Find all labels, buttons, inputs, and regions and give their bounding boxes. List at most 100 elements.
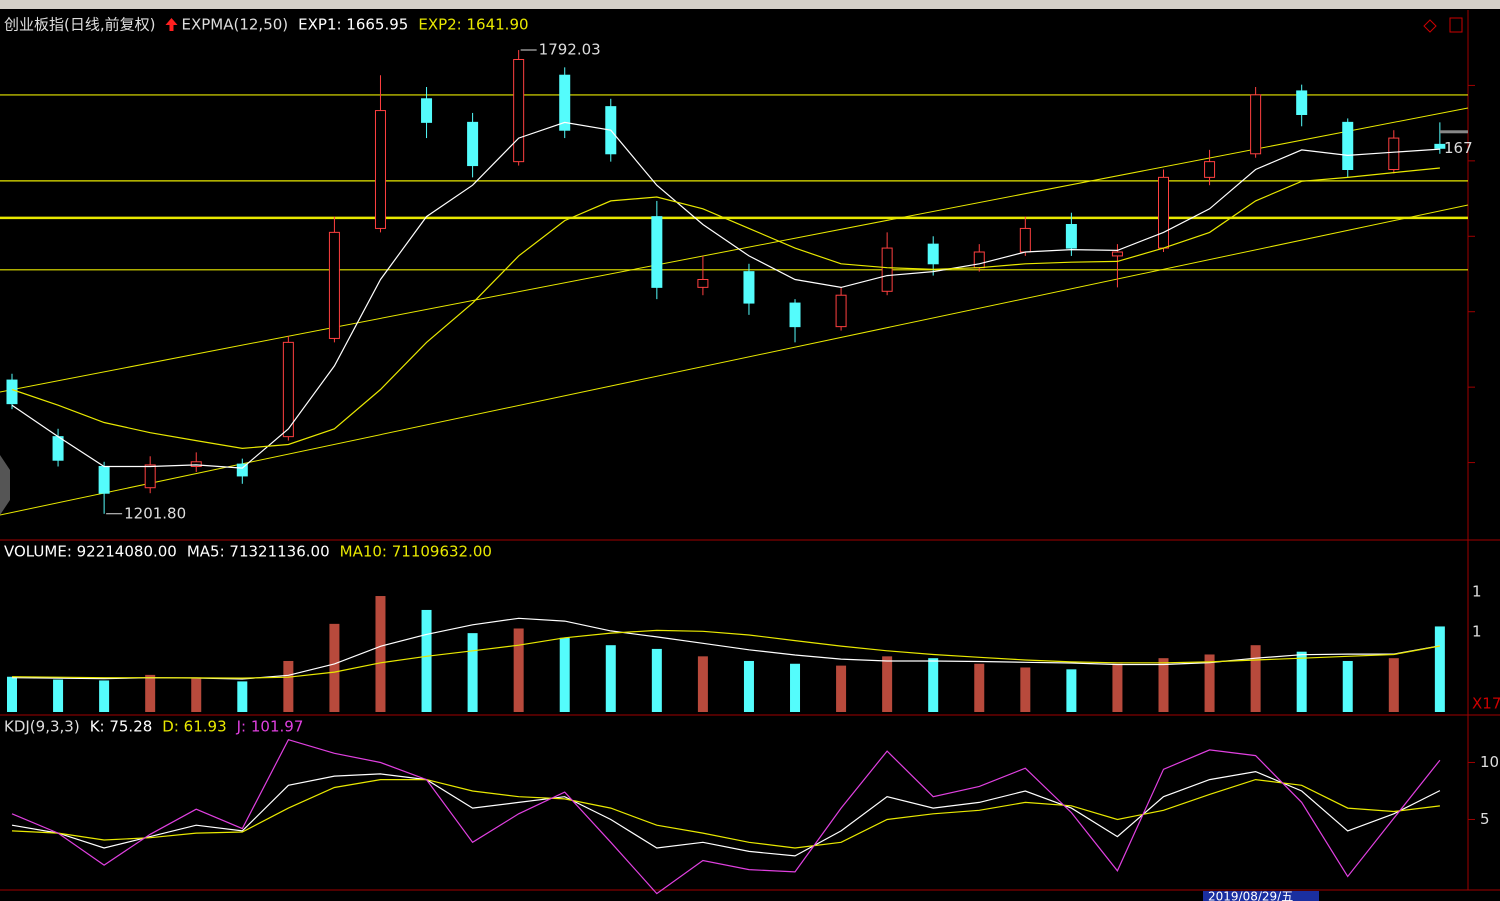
candle-body [98, 466, 110, 494]
side-tab[interactable] [0, 455, 10, 515]
volume-bar [1250, 645, 1261, 712]
candle-body [1296, 90, 1308, 116]
candle-body [190, 461, 202, 467]
indicator-line [11, 770, 1441, 857]
candle-body [1065, 224, 1077, 249]
candle-body [1019, 227, 1031, 253]
candle-body [1111, 251, 1123, 257]
candle-body [328, 231, 340, 339]
legend-entry: EXP1: 1665.95 [298, 16, 408, 34]
axis-label: 1 [1472, 623, 1482, 641]
legend-entry: D: 61.93 [162, 718, 226, 736]
candle-body [467, 121, 479, 167]
axis-label: X17 [1472, 695, 1500, 713]
volume-bar [836, 665, 847, 712]
trend-line [0, 204, 1469, 516]
legend-entry: MA5: 71321136.00 [187, 543, 330, 561]
extreme-label: 1792.03 [539, 41, 601, 59]
candle-body [1434, 143, 1446, 149]
volume-bar [53, 679, 64, 712]
volume-bar [743, 660, 754, 712]
extreme-label: 1201.80 [124, 504, 186, 522]
volume-bar [651, 648, 662, 712]
volume-bar [697, 656, 708, 712]
volume-bar [1388, 658, 1399, 712]
axis-label: 5 [1480, 810, 1490, 828]
volume-bar [191, 678, 202, 712]
panel-button[interactable] [1423, 19, 1437, 33]
candle-body [1388, 137, 1400, 170]
indicator-line [11, 629, 1441, 679]
volume-bar [790, 663, 801, 712]
volume-bar [1342, 660, 1353, 712]
volume-bar [7, 676, 17, 712]
indicator-line [11, 167, 1440, 450]
signal-arrow [165, 18, 178, 31]
candle-body [282, 341, 294, 438]
volume-bar [1158, 658, 1169, 712]
volume-bar [237, 681, 248, 712]
candle-body [697, 279, 709, 288]
candle-body [374, 110, 386, 229]
volume-bar [974, 663, 985, 712]
volume-bar [421, 609, 432, 712]
indicator-line [11, 778, 1440, 849]
volume-bar [375, 596, 386, 712]
volume-bar [1204, 654, 1215, 712]
indicator-line [11, 121, 1440, 469]
candle-body [835, 294, 847, 328]
legend-entry: J: 101.97 [236, 718, 304, 736]
candle-body [1250, 94, 1262, 155]
candle-body [559, 74, 571, 131]
candle-body [52, 436, 64, 461]
legend-entry: VOLUME: 92214080.00 [4, 543, 177, 561]
candle-body [421, 98, 433, 123]
volume-bar [1112, 663, 1123, 712]
panel-title: KDJ(9,3,3) [4, 718, 80, 736]
candle-body [236, 463, 248, 477]
candle-body [881, 247, 893, 292]
date-cursor: 2019/08/29/五 [1208, 890, 1293, 901]
volume-bar [1296, 651, 1307, 712]
price-marker [1440, 130, 1468, 134]
legend-entry: MA10: 71109632.00 [340, 543, 492, 561]
panel-title: 创业板指(日线,前复权) [4, 16, 155, 34]
candle-body [513, 59, 525, 163]
candle-body [1204, 161, 1216, 178]
axis-label: 10 [1480, 753, 1499, 771]
volume-bar [329, 623, 340, 712]
candle-body [789, 302, 801, 328]
volume-bar [467, 633, 478, 712]
date-cursor-box [1203, 891, 1319, 901]
indicator-line [11, 738, 1441, 895]
panel-button[interactable] [1449, 17, 1463, 33]
trend-line [0, 107, 1469, 393]
candle-body [6, 379, 18, 405]
candle-body [144, 464, 156, 489]
volume-bar [145, 674, 156, 712]
indicator-name: EXPMA(12,50) [181, 16, 288, 34]
candle-body [973, 251, 985, 269]
volume-bar [1066, 669, 1077, 712]
volume-bar [283, 660, 294, 712]
volume-bar [99, 680, 110, 712]
axis-label: 1 [1472, 583, 1482, 601]
price-axis-label: 167 [1444, 139, 1473, 157]
volume-bar [513, 628, 524, 712]
candle-body [743, 271, 755, 304]
volume-bar [1434, 626, 1445, 712]
candle-body [1158, 176, 1169, 249]
candle-body [927, 243, 939, 265]
volume-bar [605, 645, 616, 712]
menu-bar[interactable] [0, 0, 1500, 9]
volume-bar [1020, 667, 1031, 712]
legend-entry: EXP2: 1641.90 [418, 16, 528, 34]
candle-body [651, 216, 663, 288]
candle-body [1342, 121, 1354, 170]
volume-bar [882, 656, 893, 712]
volume-bar [928, 658, 939, 712]
legend-entry: K: 75.28 [90, 718, 153, 736]
